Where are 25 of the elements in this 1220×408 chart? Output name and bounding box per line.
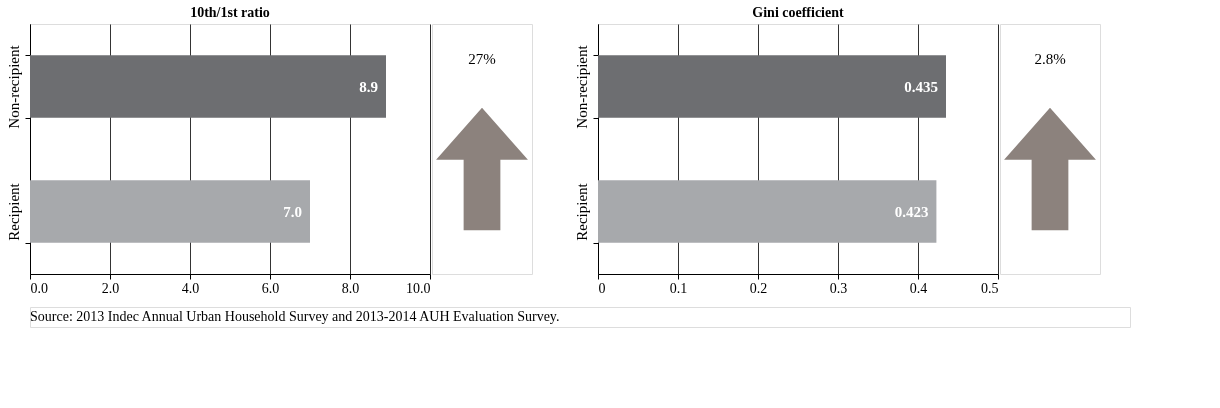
source-note: Source: 2013 Indec Annual Urban Household Survey and 2013-2014 AUH Evaluation Survey. xyxy=(30,309,560,324)
text: 27% xyxy=(468,51,496,67)
x-tick-label: 0 xyxy=(598,280,606,296)
data-label: 8.9 xyxy=(359,78,378,95)
chart-title: Gini coefficient xyxy=(752,5,845,20)
x-tick-label: 0.5 xyxy=(981,280,999,296)
x-tick-label: 0.4 xyxy=(909,280,928,296)
x-tick-label: 0.1 xyxy=(669,280,688,296)
x-tick-label: 10.0 xyxy=(406,280,431,296)
y-tick-label: Recipient xyxy=(5,182,22,241)
x-tick-label: 0.0 xyxy=(30,280,48,296)
data-label: 0.423 xyxy=(894,203,929,220)
data-label: 7.0 xyxy=(283,203,302,220)
x-tick-label: 4.0 xyxy=(181,280,200,296)
x-tick-label: 0.3 xyxy=(829,280,848,296)
y-tick-label: Recipient xyxy=(573,182,590,241)
y-tick-label: Non-recipient xyxy=(573,44,590,129)
text: 2.8% xyxy=(1034,51,1066,67)
data-label: 0.435 xyxy=(904,78,938,95)
chart-title: 10th/1st ratio xyxy=(190,5,270,20)
x-tick-label: 0.2 xyxy=(749,280,768,296)
x-tick-label: 6.0 xyxy=(261,280,280,296)
x-tick-label: 2.0 xyxy=(101,280,120,296)
x-tick-label: 8.0 xyxy=(341,280,360,296)
y-tick-label: Non-recipient xyxy=(5,44,22,129)
